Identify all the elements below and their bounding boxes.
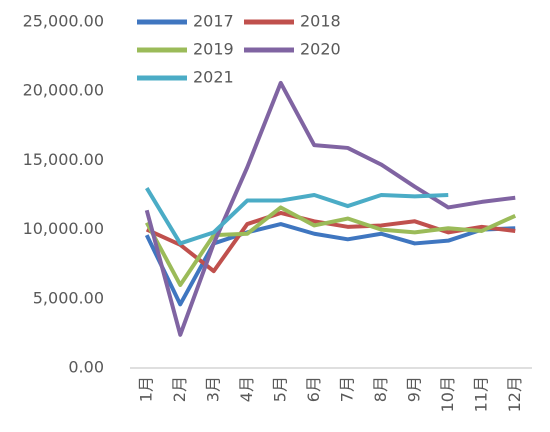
y-tick-label: 0.00 bbox=[68, 358, 104, 377]
x-tick-label: 3月 bbox=[203, 376, 222, 402]
y-tick-label: 10,000.00 bbox=[23, 219, 104, 238]
x-tick-label: 12月 bbox=[505, 376, 524, 412]
y-tick-label: 15,000.00 bbox=[23, 150, 104, 169]
y-tick-label: 5,000.00 bbox=[33, 288, 104, 307]
x-tick-label: 1月 bbox=[136, 376, 155, 402]
series-line bbox=[144, 205, 517, 287]
y-tick-label: 20,000.00 bbox=[23, 81, 104, 100]
x-tick-label: 11月 bbox=[471, 376, 490, 412]
legend-label: 2018 bbox=[300, 12, 341, 31]
x-tick-label: 6月 bbox=[304, 376, 323, 402]
series-line bbox=[145, 187, 449, 246]
legend-label: 2020 bbox=[300, 40, 341, 59]
y-tick-label: 25,000.00 bbox=[23, 12, 104, 31]
x-tick-label: 9月 bbox=[404, 376, 423, 402]
series-line bbox=[145, 210, 516, 274]
legend-label: 2021 bbox=[193, 68, 234, 87]
x-tick-label: 4月 bbox=[237, 376, 256, 402]
legend-label: 2019 bbox=[193, 40, 234, 59]
x-tick-label: 5月 bbox=[270, 376, 289, 402]
x-tick-label: 7月 bbox=[337, 376, 356, 402]
x-tick-label: 10月 bbox=[438, 376, 457, 412]
x-tick-label: 8月 bbox=[371, 376, 390, 402]
x-tick-label: 2月 bbox=[170, 376, 189, 402]
series-line bbox=[144, 80, 516, 337]
legend-label: 2017 bbox=[193, 12, 234, 31]
